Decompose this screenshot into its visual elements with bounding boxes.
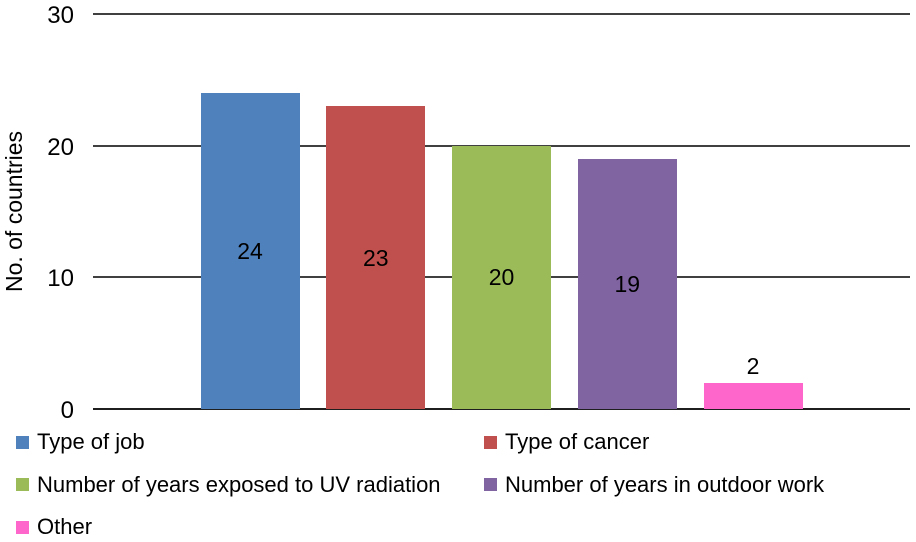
legend-item-2: Type of cancer [484,429,649,455]
bar-value-label-2: 23 [362,244,389,271]
y-tick-label-20: 20 [47,133,74,161]
legend-item-5: Other [16,514,92,540]
bar-value-label-5: 2 [746,352,760,379]
bar-value-label-4: 19 [614,270,641,297]
legend-swatch-icon [484,435,497,449]
bar-3 [452,145,551,409]
legend-item-4: Number of years in outdoor work [484,472,824,498]
y-tick-label-10: 10 [47,265,74,293]
legend-swatch-icon [16,435,29,449]
y-axis-title-wrap: No. of countries [0,0,30,422]
legend-swatch-icon [16,478,29,491]
bar-5 [703,382,803,409]
legend-item-3: Number of years exposed to UV radiation [16,472,441,498]
legend-label: Number of years exposed to UV radiation [37,471,441,497]
y-tick-label-30: 30 [47,2,74,29]
legend-label: Type of cancer [505,429,650,454]
x-axis-line [93,408,910,410]
legend-swatch-icon [484,478,497,491]
legend-swatch-icon [16,520,29,534]
legend-item-1: Type of job [16,429,145,455]
bar-2 [326,106,426,409]
legend-label: Number of years in outdoor work [505,471,825,497]
bar-value-label-3: 20 [488,264,515,291]
bar-value-label-1: 24 [237,238,263,264]
bar-4 [577,158,677,409]
y-tick-label-0: 0 [60,397,74,424]
legend-label: Type of job [37,429,145,454]
legend-label: Other [37,514,93,539]
bar-1 [200,93,300,409]
gridline-30 [93,13,910,15]
